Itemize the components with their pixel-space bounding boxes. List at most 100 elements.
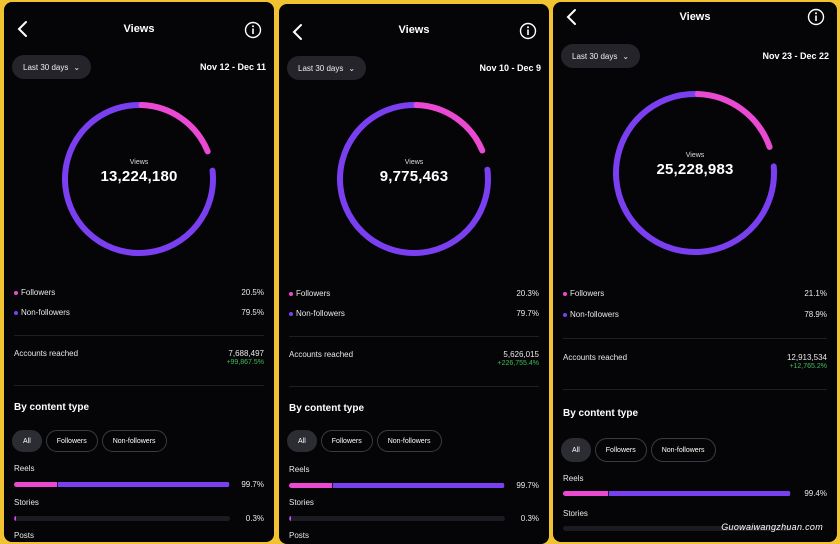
non-followers-dot-icon <box>563 312 567 317</box>
followers-row: Followers 20.3% <box>289 289 539 298</box>
donut-label: Views <box>685 152 705 159</box>
content-label-stories: Stories <box>289 498 314 507</box>
content-row-stories: Stories <box>563 509 827 531</box>
info-icon[interactable] <box>244 21 262 39</box>
followers-dot-icon <box>563 291 567 296</box>
content-pct-stories: 0.3% <box>520 514 539 523</box>
period-dropdown[interactable]: Last 30 days ⌄ <box>12 55 92 79</box>
filter-followers[interactable]: Followers <box>320 430 373 452</box>
filter-non-followers[interactable]: Non-followers <box>101 430 167 452</box>
content-pct-reels: 99.4% <box>804 489 827 498</box>
non-followers-pct: 78.9% <box>804 310 827 319</box>
followers-pct: 20.5% <box>241 288 264 297</box>
period-dropdown[interactable]: Last 30 days ⌄ <box>561 44 641 68</box>
non-followers-label: Non-followers <box>296 309 345 318</box>
followers-label: Followers <box>21 288 56 297</box>
content-label-posts: Posts <box>14 531 35 540</box>
non-followers-row: Non-followers 78.9% <box>563 310 827 319</box>
followers-ring-segment <box>337 102 491 257</box>
followers-label: Followers <box>570 289 605 298</box>
content-row-posts: Posts <box>289 531 539 540</box>
date-range: Nov 23 - Dec 22 <box>762 51 829 61</box>
insights-panel-2: Views Last 30 days ⌄ Nov 10 - Dec 9 Views… <box>279 4 549 544</box>
content-pct-stories: 0.3% <box>245 514 264 523</box>
filter-followers[interactable]: Followers <box>45 430 98 452</box>
divider <box>14 385 264 386</box>
info-icon[interactable] <box>807 8 825 26</box>
accounts-reached-delta: +99,867.5% <box>226 359 264 366</box>
reels-bar-followers <box>563 491 609 496</box>
insights-panel-1: Views Last 30 days ⌄ Nov 12 - Dec 11 View… <box>4 2 274 542</box>
reels-bar <box>289 483 505 488</box>
content-type-heading: By content type <box>14 402 90 413</box>
followers-label: Followers <box>296 289 331 298</box>
header: Views <box>279 4 549 48</box>
accounts-reached-row[interactable]: Accounts reached 7,688,497 +99,867.5% <box>14 349 264 366</box>
stories-bar-non-followers <box>289 516 290 521</box>
non-followers-ring <box>613 91 777 255</box>
header: Views <box>4 2 274 46</box>
chevron-down-icon: ⌄ <box>73 62 81 72</box>
info-icon[interactable] <box>519 22 537 40</box>
period-label: Last 30 days <box>23 62 69 72</box>
followers-pct: 20.3% <box>516 289 539 298</box>
donut-center: Views 25,228,983 <box>553 152 837 178</box>
followers-dot-icon <box>14 290 18 295</box>
back-arrow-icon[interactable] <box>16 20 30 38</box>
stories-bar <box>14 516 230 521</box>
period-label: Last 30 days <box>298 63 344 73</box>
period-label: Last 30 days <box>572 51 618 61</box>
divider <box>563 389 827 390</box>
non-followers-ring <box>337 102 491 256</box>
divider <box>14 335 264 336</box>
stories-bar-followers <box>14 516 16 521</box>
date-range: Nov 12 - Dec 11 <box>199 62 266 72</box>
followers-ring-segment <box>613 90 777 255</box>
followers-row: Followers 21.1% <box>563 289 827 298</box>
content-row-stories: Stories 0.3% <box>289 498 539 523</box>
watermark: Guowaiwangzhuan.com <box>721 522 823 532</box>
reels-bar-followers <box>14 482 58 487</box>
content-filter-tabs: All Followers Non-followers <box>287 430 442 452</box>
non-followers-row: Non-followers 79.7% <box>289 309 539 318</box>
accounts-reached-value: 12,913,534 <box>786 353 827 362</box>
reels-bar-non-followers <box>58 482 230 487</box>
filter-non-followers[interactable]: Non-followers <box>650 438 716 462</box>
period-dropdown[interactable]: Last 30 days ⌄ <box>287 56 367 80</box>
header: Views <box>553 2 837 46</box>
non-followers-dot-icon <box>14 310 18 315</box>
filter-all[interactable]: All <box>12 430 42 452</box>
followers-pct: 21.1% <box>804 289 827 298</box>
content-row-reels: Reels 99.7% <box>14 464 264 489</box>
reels-bar-non-followers <box>609 491 790 496</box>
content-filter-tabs: All Followers Non-followers <box>561 438 716 462</box>
content-type-heading: By content type <box>289 403 365 414</box>
accounts-reached-label: Accounts reached <box>14 349 79 358</box>
content-type-heading: By content type <box>563 408 639 419</box>
content-label-posts: Posts <box>289 531 310 540</box>
donut-center: Views 9,775,463 <box>279 159 549 185</box>
back-arrow-icon[interactable] <box>291 23 305 41</box>
filter-all[interactable]: All <box>287 430 317 452</box>
accounts-reached-row[interactable]: Accounts reached 12,913,534 +12,765.2% <box>563 353 827 370</box>
filter-followers[interactable]: Followers <box>594 438 647 462</box>
accounts-reached-delta: +226,755.4% <box>497 360 539 367</box>
reels-bar-followers <box>289 483 333 488</box>
filter-non-followers[interactable]: Non-followers <box>376 430 442 452</box>
content-label-stories: Stories <box>563 509 588 518</box>
content-row-stories: Stories 0.3% <box>14 498 264 523</box>
reels-bar <box>14 482 230 487</box>
date-range: Nov 10 - Dec 9 <box>479 63 541 73</box>
stories-bar <box>289 516 505 521</box>
non-followers-pct: 79.7% <box>516 309 539 318</box>
non-followers-label: Non-followers <box>21 308 70 317</box>
views-donut-chart <box>553 88 837 258</box>
reels-bar <box>563 491 791 496</box>
content-row-reels: Reels 99.4% <box>563 474 827 498</box>
back-arrow-icon[interactable] <box>565 8 579 26</box>
insights-panel-3: Views Last 30 days ⌄ Nov 23 - Dec 22 View… <box>553 2 837 542</box>
filter-all[interactable]: All <box>561 438 591 462</box>
non-followers-dot-icon <box>289 311 293 316</box>
accounts-reached-row[interactable]: Accounts reached 5,626,015 +226,755.4% <box>289 350 539 367</box>
donut-label: Views <box>129 159 149 166</box>
